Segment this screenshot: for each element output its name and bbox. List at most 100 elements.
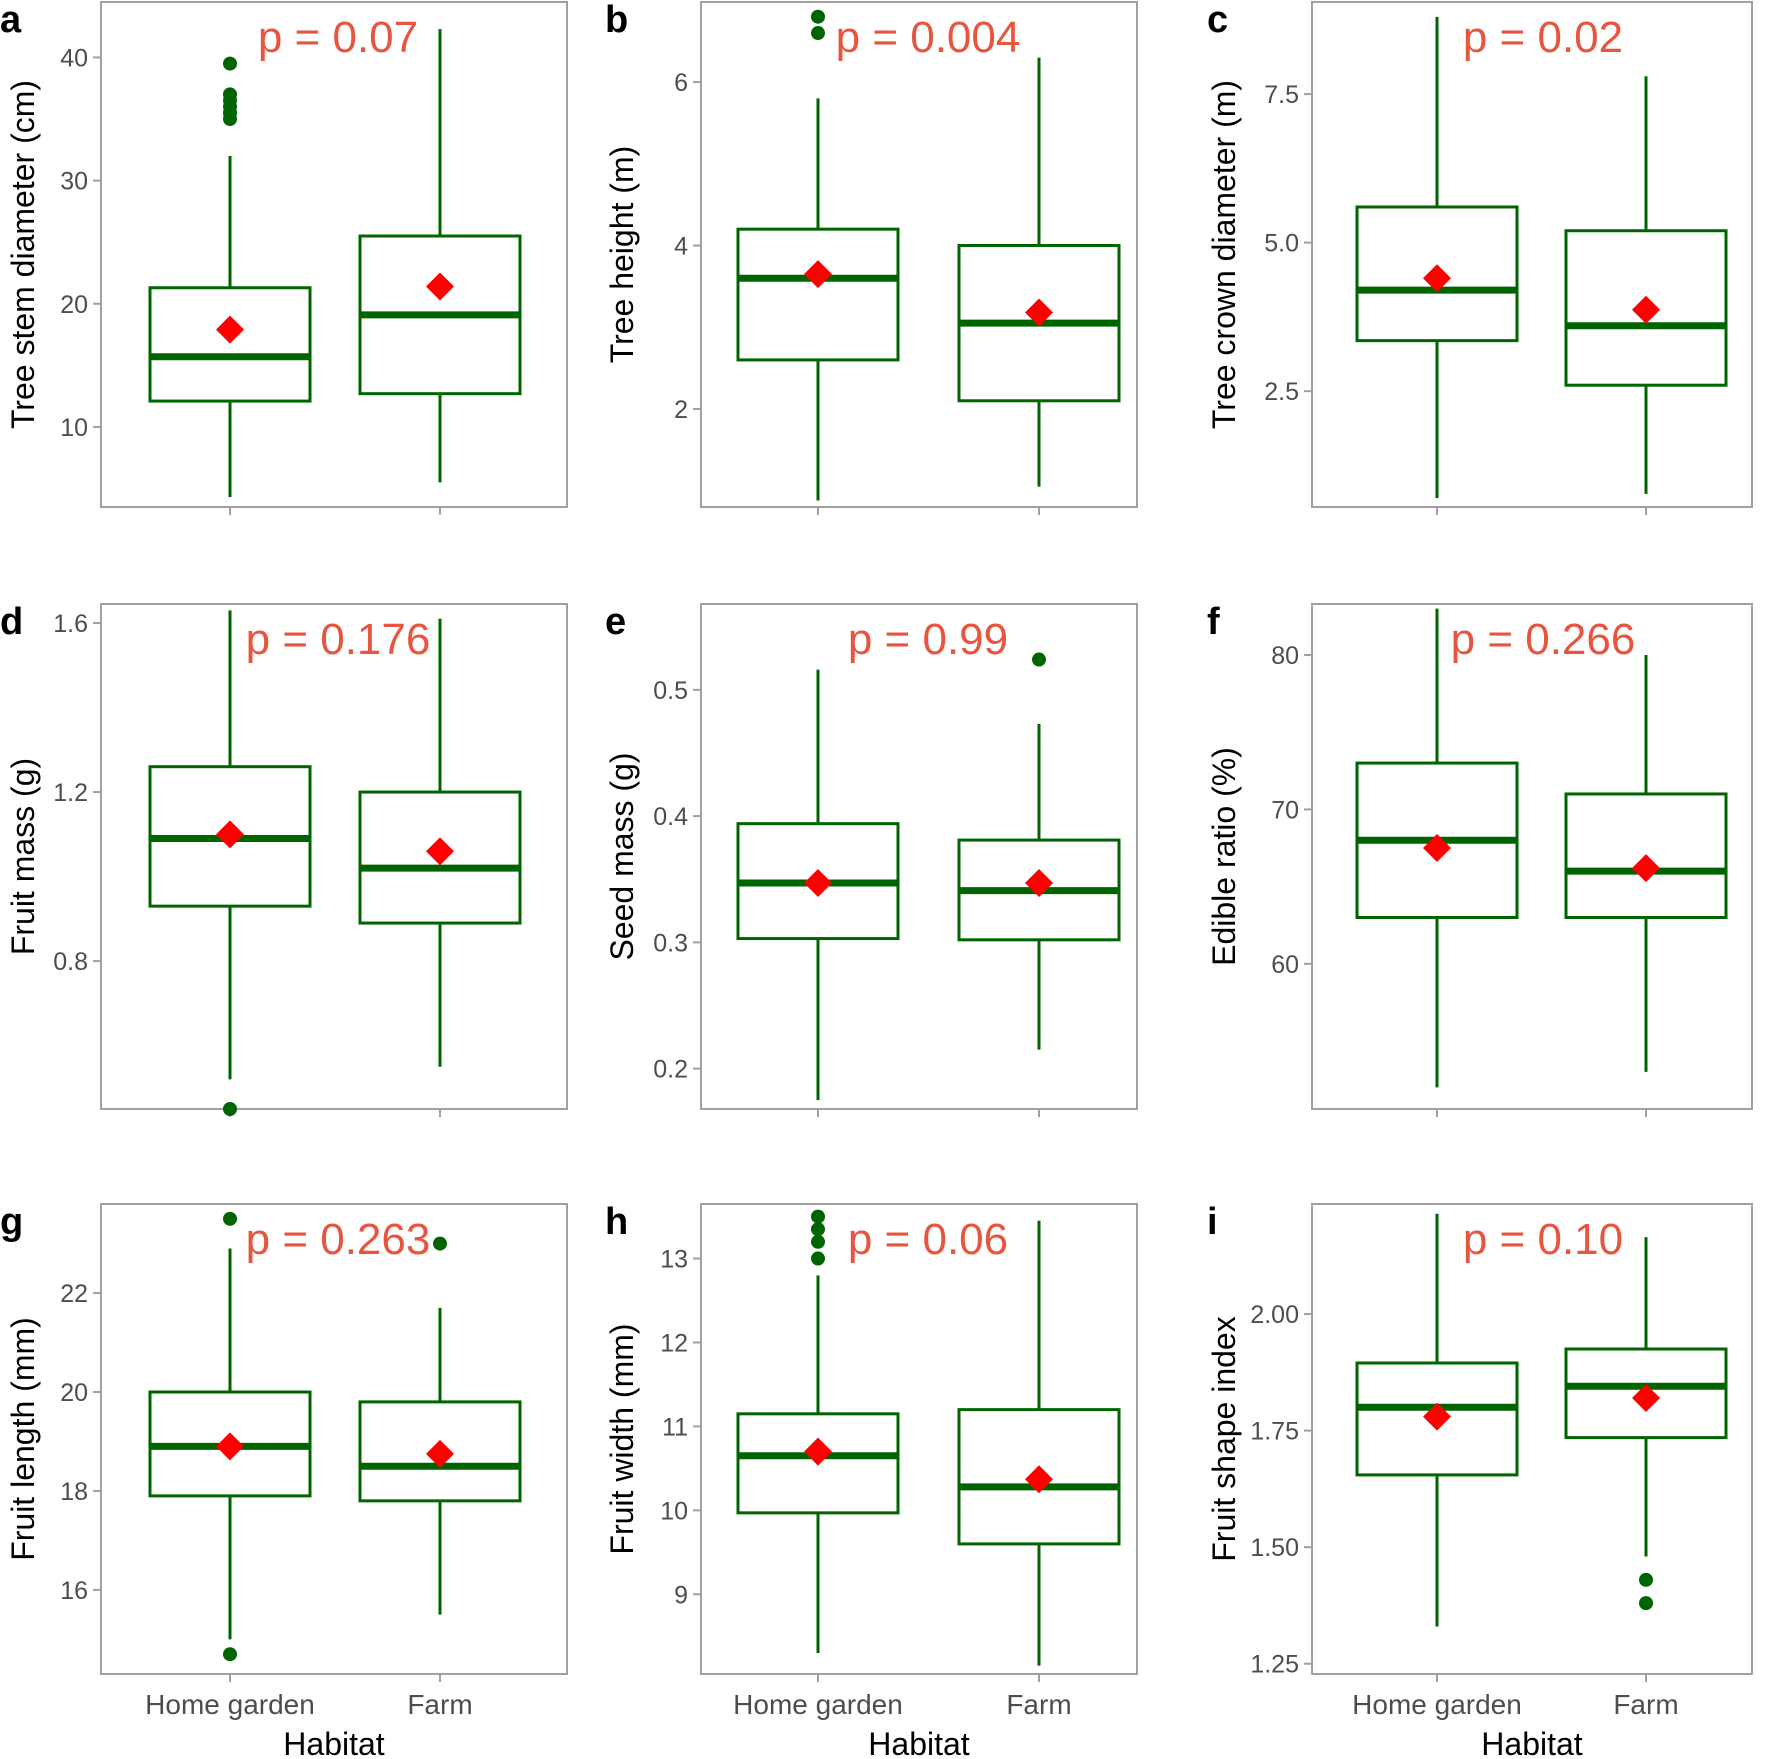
y-tick-label: 18	[60, 1478, 88, 1506]
p-value-label: p = 0.10	[1463, 1215, 1623, 1264]
x-category-label: Farm	[1613, 1689, 1678, 1720]
outlier-point	[811, 9, 825, 24]
y-axis-label: Tree height (m)	[604, 146, 640, 364]
y-axis-label: Seed mass (g)	[604, 752, 640, 960]
panel-letter: i	[1207, 1201, 1218, 1243]
y-tick-label: 6	[674, 69, 688, 97]
boxplot-farm	[1564, 1237, 1728, 1611]
p-value-label: p = 0.263	[246, 1215, 431, 1264]
boxplot-farm	[358, 1236, 522, 1615]
panel-a: 10 20 30 40 Tree stem diameter (cm) a p = 0.07	[0, 0, 568, 515]
y-tick-label: 13	[660, 1246, 688, 1274]
y-axis-label: Tree crown diameter (m)	[1206, 80, 1242, 429]
p-value-label: p = 0.07	[258, 13, 418, 62]
mean-marker	[216, 820, 244, 849]
outlier-point	[1032, 652, 1046, 667]
panel-letter: b	[605, 0, 628, 41]
plot-frame	[100, 603, 568, 1110]
boxplot-home-garden	[736, 9, 900, 501]
panel-c: 2.5 5.0 7.5 Tree crown diameter (m) c p = 0.0…	[1206, 0, 1753, 515]
plot-frame	[700, 603, 1138, 1110]
y-tick-label: 16	[60, 1577, 88, 1605]
mean-marker	[804, 869, 832, 898]
y-axis-label: Fruit mass (g)	[5, 758, 41, 955]
mean-marker	[1025, 1465, 1053, 1494]
p-value-label: p = 0.02	[1463, 13, 1623, 62]
mean-marker	[804, 1437, 832, 1466]
plot-frame	[100, 1203, 568, 1675]
panel-letter: a	[0, 0, 22, 41]
plot-frame	[1311, 1, 1753, 508]
panel-letter: g	[0, 1201, 23, 1243]
y-tick-label: 22	[60, 1280, 88, 1308]
y-tick-label: 11	[662, 1413, 688, 1441]
boxplot-home-garden	[148, 610, 312, 1116]
y-tick-label: 5.0	[1264, 230, 1299, 258]
boxplot-home-garden	[148, 56, 312, 498]
y-tick-label: 1.2	[53, 779, 88, 807]
y-tick-label: 0.4	[653, 803, 688, 831]
mean-marker	[426, 1439, 454, 1468]
x-axis-title: Habitat	[868, 1726, 970, 1759]
boxplot-home-garden	[736, 1209, 900, 1654]
outlier-point	[223, 1647, 237, 1662]
y-tick-label: 40	[60, 44, 88, 72]
panel-d: 0.8 1.2 1.6 Fruit mass (g) d p = 0.176	[0, 601, 568, 1117]
boxplot-home-garden	[1355, 608, 1519, 1088]
mean-marker	[1423, 1402, 1451, 1431]
boxplot-farm	[957, 652, 1121, 1050]
p-value-label: p = 0.06	[848, 1215, 1008, 1264]
y-tick-label: 20	[60, 291, 88, 319]
outlier-point	[811, 1251, 825, 1266]
y-axis-label: Edible ratio (%)	[1206, 747, 1242, 966]
boxplot-farm	[957, 57, 1121, 487]
plot-frame	[700, 1203, 1138, 1675]
y-axis-label: Fruit width (mm)	[604, 1323, 640, 1554]
outlier-point	[223, 87, 237, 102]
x-axis-title: Habitat	[1481, 1726, 1583, 1759]
y-tick-label: 10	[660, 1497, 688, 1525]
mean-marker	[1423, 264, 1451, 293]
y-tick-label: 2	[674, 396, 688, 424]
y-tick-label: 80	[1271, 642, 1299, 670]
plot-frame	[100, 1, 568, 508]
boxplot-farm	[1564, 76, 1728, 494]
mean-marker	[1632, 854, 1660, 883]
panel-i: 1.25 1.50 1.75 2.00 Fruit shape index i p = 0.…	[1206, 1201, 1753, 1759]
y-tick-label: 1.75	[1250, 1418, 1299, 1446]
x-category-label: Home garden	[1352, 1689, 1522, 1720]
x-category-label: Home garden	[733, 1689, 903, 1720]
mean-marker	[426, 837, 454, 866]
p-value-label: p = 0.99	[848, 615, 1008, 664]
boxplot-farm	[358, 618, 522, 1067]
boxplot-farm	[957, 1220, 1121, 1666]
mean-marker	[216, 315, 244, 344]
x-category-label: Home garden	[145, 1689, 315, 1720]
x-category-label: Farm	[407, 1689, 472, 1720]
outlier-point	[223, 1211, 237, 1226]
y-tick-label: 2.5	[1264, 378, 1299, 406]
panel-letter: e	[605, 601, 626, 643]
y-tick-label: 20	[60, 1379, 88, 1407]
iqr-box	[736, 227, 900, 362]
y-axis-label: Fruit length (mm)	[5, 1317, 41, 1561]
outlier-point	[811, 1209, 825, 1224]
outlier-point	[1639, 1572, 1653, 1587]
plot-frame	[1311, 1203, 1753, 1675]
panel-letter: d	[0, 601, 23, 643]
y-axis-label: Fruit shape index	[1206, 1316, 1242, 1561]
mean-marker	[1632, 1383, 1660, 1412]
y-tick-label: 0.2	[653, 1056, 688, 1084]
iqr-box	[148, 286, 312, 403]
y-tick-label: 30	[60, 168, 88, 196]
y-tick-label: 0.3	[653, 929, 688, 957]
y-axis-label: Tree stem diameter (cm)	[5, 80, 41, 429]
outlier-point	[1639, 1596, 1653, 1611]
boxplot-farm	[358, 29, 522, 483]
y-tick-label: 1.50	[1250, 1534, 1299, 1562]
y-tick-label: 0.5	[653, 677, 688, 705]
mean-marker	[804, 260, 832, 289]
y-tick-label: 60	[1271, 951, 1299, 979]
outlier-point	[433, 1236, 447, 1251]
